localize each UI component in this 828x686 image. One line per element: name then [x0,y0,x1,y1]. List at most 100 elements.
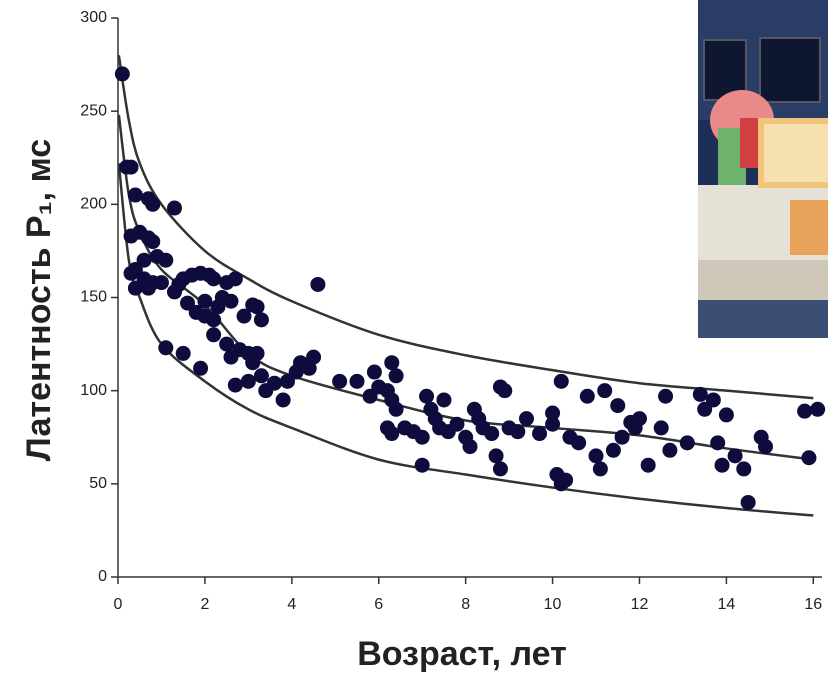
x-tick-label: 4 [287,596,296,613]
data-point [588,448,604,464]
data-point [253,312,269,328]
y-tick-label: 100 [80,382,107,399]
data-point [605,442,621,458]
x-tick-label: 6 [374,596,383,613]
data-point [740,494,756,510]
data-point [492,461,508,477]
data-point [571,435,587,451]
data-point [449,416,465,432]
data-point [158,252,174,268]
data-point [462,439,478,455]
data-point [579,388,595,404]
data-point [658,388,674,404]
data-point [206,271,222,287]
data-point [414,457,430,473]
data-point [227,377,243,393]
data-point [553,373,569,389]
data-point [718,407,734,423]
data-point [714,457,730,473]
data-point [488,448,504,464]
data-point [662,442,678,458]
data-point [240,373,256,389]
data-point [123,265,139,281]
data-point [362,388,378,404]
data-point [310,276,326,292]
data-point [206,312,222,328]
data-point [631,411,647,427]
data-point [223,293,239,309]
data-point [145,196,161,212]
inset-photo [698,0,828,338]
x-tick-label: 14 [717,596,735,613]
x-tick-label: 12 [631,596,649,613]
y-tick-label: 50 [89,475,107,492]
data-point [640,457,656,473]
data-point [710,435,726,451]
data-point [219,336,235,352]
data-point [236,308,252,324]
data-point [653,420,669,436]
x-tick-label: 0 [114,596,123,613]
data-point [349,373,365,389]
y-tick-label: 150 [80,289,107,306]
x-tick-label: 2 [200,596,209,613]
data-point [436,392,452,408]
x-tick-label: 8 [461,596,470,613]
y-tick-label: 0 [98,568,107,585]
data-point [388,368,404,384]
data-point [127,187,143,203]
data-point [614,429,630,445]
data-point [266,375,282,391]
data-point [253,368,269,384]
data-point [518,411,534,427]
data-point [414,429,430,445]
data-point [206,327,222,343]
data-point [127,280,143,296]
data-point [532,426,548,442]
data-point [727,448,743,464]
data-point [301,360,317,376]
data-point [610,398,626,414]
data-point [510,424,526,440]
fit-curve [117,163,814,517]
data-point [545,405,561,421]
data-point [810,401,826,417]
data-point [736,461,752,477]
y-tick-label: 250 [80,102,107,119]
data-point [592,461,608,477]
y-tick-label: 200 [80,196,107,213]
data-point [140,280,156,296]
data-point [114,66,130,82]
data-point [136,252,152,268]
data-point [153,275,169,291]
data-point [597,383,613,399]
data-point [158,340,174,356]
data-point [249,345,265,361]
data-point [558,472,574,488]
data-point [197,293,213,309]
y-tick-label: 300 [80,9,107,26]
data-point [705,392,721,408]
data-point [332,373,348,389]
data-point [679,435,695,451]
data-point [545,416,561,432]
data-point [249,299,265,315]
y-axis-title: Латентность P₁, мс [20,139,58,461]
data-point [801,450,817,466]
data-point [275,392,291,408]
data-point [484,426,500,442]
data-point [166,200,182,216]
data-point [119,159,135,175]
data-point [388,401,404,417]
data-point [758,439,774,455]
data-point [193,360,209,376]
data-point [419,388,435,404]
x-axis-title: Возраст, лет [357,635,567,673]
data-point [384,355,400,371]
data-point [175,345,191,361]
fit-curve [117,55,814,400]
data-point [384,426,400,442]
data-point [227,271,243,287]
data-point [366,364,382,380]
